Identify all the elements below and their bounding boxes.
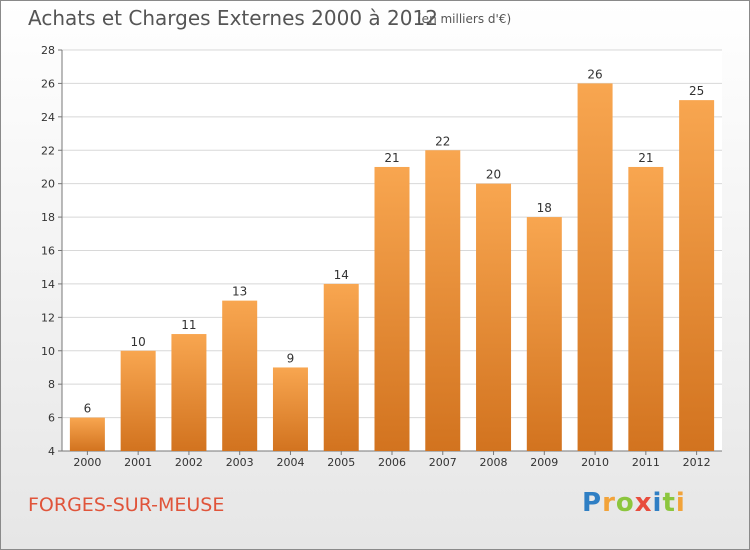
- proxiti-logo: Proxiti: [582, 488, 686, 518]
- commune-name: FORGES-SUR-MEUSE: [28, 494, 225, 516]
- bar: [222, 300, 258, 451]
- x-tick-label: 2002: [175, 456, 203, 469]
- data-label: 10: [131, 335, 146, 349]
- data-label: 6: [84, 402, 92, 416]
- bar: [69, 417, 105, 451]
- y-tick-label: 18: [41, 211, 55, 224]
- x-tick-label: 2007: [429, 456, 457, 469]
- logo-letter: x: [634, 488, 653, 518]
- bar: [476, 183, 512, 451]
- x-tick-label: 2006: [378, 456, 406, 469]
- x-tick-label: 2011: [632, 456, 660, 469]
- data-label: 21: [638, 151, 653, 165]
- y-tick-label: 14: [41, 278, 55, 291]
- data-label: 14: [334, 268, 349, 282]
- bar: [323, 283, 359, 451]
- data-label: 13: [232, 285, 247, 299]
- x-tick-label: 2008: [480, 456, 508, 469]
- y-tick-label: 20: [41, 178, 55, 191]
- logo-letter: r: [602, 488, 616, 518]
- x-tick-label: 2001: [124, 456, 152, 469]
- chart-title: Achats et Charges Externes 2000 à 2012: [28, 6, 438, 30]
- logo-letter: o: [615, 488, 635, 518]
- bar: [425, 150, 461, 451]
- y-tick-label: 22: [41, 144, 55, 157]
- bar: [679, 100, 715, 451]
- data-label: 26: [587, 67, 602, 81]
- bar: [628, 166, 664, 452]
- logo-letter: P: [582, 488, 603, 518]
- data-label: 20: [486, 168, 501, 182]
- x-tick-label: 2009: [530, 456, 558, 469]
- logo-letter: t: [662, 488, 676, 518]
- data-label: 25: [689, 84, 704, 98]
- logo-letter: i: [652, 488, 663, 518]
- chart-subtitle: (en milliers d'€): [417, 12, 512, 26]
- bar: [272, 367, 308, 451]
- y-tick-label: 4: [48, 445, 55, 458]
- x-tick-label: 2010: [581, 456, 609, 469]
- y-tick-label: 10: [41, 345, 55, 358]
- x-tick-label: 2005: [327, 456, 355, 469]
- data-label: 11: [181, 318, 196, 332]
- data-label: 21: [384, 151, 399, 165]
- y-tick-label: 28: [41, 44, 55, 57]
- data-label: 9: [287, 351, 295, 365]
- bar: [171, 334, 207, 451]
- y-tick-label: 16: [41, 245, 55, 258]
- logo-letter: i: [675, 488, 686, 518]
- y-tick-label: 26: [41, 77, 55, 90]
- bar: [526, 217, 562, 451]
- bar: [120, 350, 156, 451]
- data-label: 22: [435, 134, 450, 148]
- bar: [374, 166, 410, 452]
- y-tick-label: 12: [41, 311, 55, 324]
- y-tick-label: 6: [48, 412, 55, 425]
- data-label: 18: [537, 201, 552, 215]
- x-tick-label: 2003: [226, 456, 254, 469]
- bar: [577, 83, 613, 452]
- x-tick-label: 2004: [276, 456, 304, 469]
- y-tick-label: 24: [41, 111, 55, 124]
- y-tick-label: 8: [48, 378, 55, 391]
- x-tick-label: 2012: [683, 456, 711, 469]
- x-tick-label: 2000: [73, 456, 101, 469]
